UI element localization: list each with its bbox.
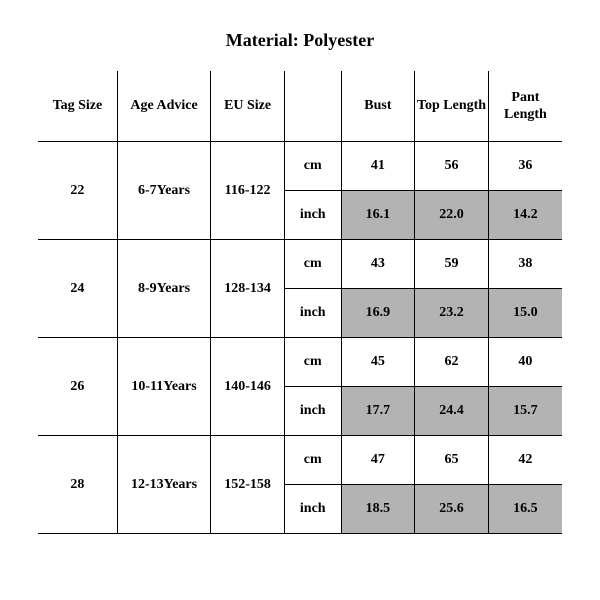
cell-age-advice: 12-13Years [117, 436, 210, 534]
table-row: 26 10-11Years 140-146 cm 45 62 40 [38, 338, 562, 387]
cell-tag-size: 22 [38, 142, 117, 240]
col-unit [284, 71, 341, 142]
cell-unit-cm: cm [284, 240, 341, 289]
cell-top-inch: 23.2 [415, 289, 489, 338]
cell-bust-cm: 45 [341, 338, 415, 387]
cell-tag-size: 26 [38, 338, 117, 436]
cell-unit-cm: cm [284, 338, 341, 387]
size-table-container: Tag Size Age Advice EU Size Bust Top Len… [0, 71, 600, 534]
size-table: Tag Size Age Advice EU Size Bust Top Len… [38, 71, 562, 534]
cell-tag-size: 24 [38, 240, 117, 338]
cell-pant-inch: 14.2 [488, 191, 562, 240]
cell-bust-cm: 43 [341, 240, 415, 289]
cell-pant-cm: 36 [488, 142, 562, 191]
cell-bust-cm: 41 [341, 142, 415, 191]
table-row: 24 8-9Years 128-134 cm 43 59 38 [38, 240, 562, 289]
cell-age-advice: 6-7Years [117, 142, 210, 240]
cell-bust-inch: 16.9 [341, 289, 415, 338]
table-header-row: Tag Size Age Advice EU Size Bust Top Len… [38, 71, 562, 142]
cell-top-cm: 59 [415, 240, 489, 289]
cell-eu-size: 152-158 [211, 436, 285, 534]
cell-top-cm: 56 [415, 142, 489, 191]
cell-pant-inch: 16.5 [488, 485, 562, 534]
cell-top-inch: 24.4 [415, 387, 489, 436]
cell-unit-inch: inch [284, 387, 341, 436]
page-title: Material: Polyester [0, 0, 600, 71]
cell-bust-inch: 17.7 [341, 387, 415, 436]
cell-unit-cm: cm [284, 142, 341, 191]
cell-age-advice: 10-11Years [117, 338, 210, 436]
cell-top-cm: 65 [415, 436, 489, 485]
cell-unit-inch: inch [284, 191, 341, 240]
cell-top-inch: 25.6 [415, 485, 489, 534]
cell-unit-inch: inch [284, 485, 341, 534]
cell-unit-inch: inch [284, 289, 341, 338]
cell-pant-inch: 15.0 [488, 289, 562, 338]
col-pant-length: Pant Length [488, 71, 562, 142]
cell-bust-inch: 16.1 [341, 191, 415, 240]
cell-pant-cm: 38 [488, 240, 562, 289]
table-row: 22 6-7Years 116-122 cm 41 56 36 [38, 142, 562, 191]
cell-bust-inch: 18.5 [341, 485, 415, 534]
cell-eu-size: 128-134 [211, 240, 285, 338]
cell-top-inch: 22.0 [415, 191, 489, 240]
cell-tag-size: 28 [38, 436, 117, 534]
col-bust: Bust [341, 71, 415, 142]
col-top-length: Top Length [415, 71, 489, 142]
col-eu-size: EU Size [211, 71, 285, 142]
cell-bust-cm: 47 [341, 436, 415, 485]
col-age-advice: Age Advice [117, 71, 210, 142]
cell-eu-size: 116-122 [211, 142, 285, 240]
col-tag-size: Tag Size [38, 71, 117, 142]
cell-pant-cm: 42 [488, 436, 562, 485]
cell-unit-cm: cm [284, 436, 341, 485]
table-row: 28 12-13Years 152-158 cm 47 65 42 [38, 436, 562, 485]
cell-pant-inch: 15.7 [488, 387, 562, 436]
cell-age-advice: 8-9Years [117, 240, 210, 338]
cell-pant-cm: 40 [488, 338, 562, 387]
cell-eu-size: 140-146 [211, 338, 285, 436]
cell-top-cm: 62 [415, 338, 489, 387]
